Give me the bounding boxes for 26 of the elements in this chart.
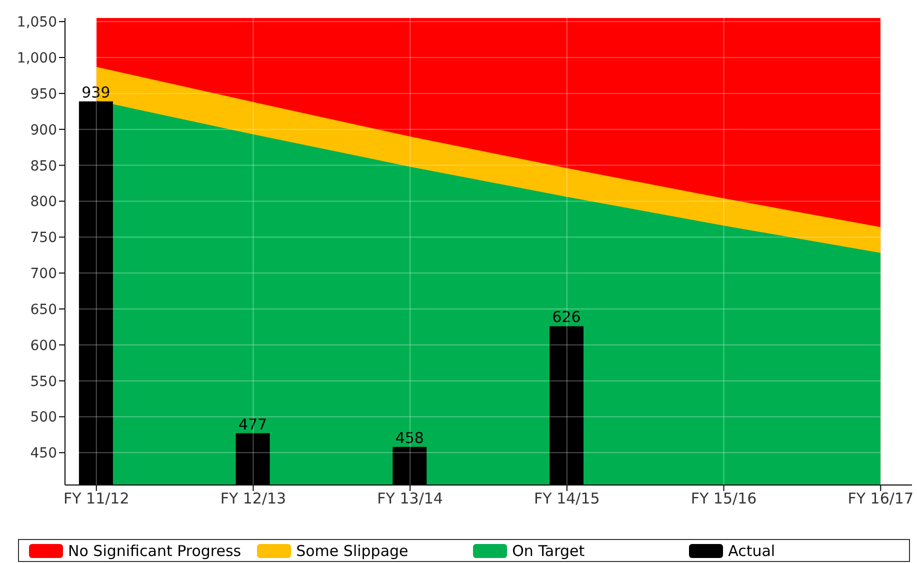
data-label: 477 — [238, 415, 268, 434]
x-tick-label: FY 14/15 — [534, 490, 600, 508]
legend-label: Actual — [728, 542, 776, 560]
y-tick-label: 550 — [30, 374, 57, 390]
x-tick-label: FY 15/16 — [690, 490, 757, 508]
legend-label: No Significant Progress — [68, 542, 242, 560]
y-tick-label: 950 — [30, 86, 57, 102]
legend-label: Some Slippage — [296, 542, 408, 560]
y-tick-label: 1,000 — [16, 50, 57, 66]
x-tick-label: FY 16/17 — [848, 490, 914, 508]
y-tick-label: 850 — [30, 158, 57, 174]
legend-label: On Target — [512, 542, 585, 560]
y-tick-label: 500 — [30, 410, 57, 426]
x-tick-label: FY 13/14 — [377, 490, 443, 508]
data-label: 626 — [552, 308, 581, 326]
y-tick-label: 700 — [30, 266, 57, 282]
x-tick-label: FY 11/12 — [63, 490, 130, 508]
y-tick-label: 800 — [30, 194, 57, 210]
y-tick-label: 750 — [30, 230, 57, 246]
x-tick-label: FY 12/13 — [220, 490, 286, 508]
data-label: 458 — [395, 428, 424, 447]
y-tick-label: 450 — [30, 446, 57, 462]
y-tick-label: 650 — [30, 302, 57, 318]
y-tick-label: 600 — [30, 338, 57, 354]
y-tick-label: 1,050 — [16, 14, 57, 31]
y-tick-label: 900 — [30, 122, 57, 138]
